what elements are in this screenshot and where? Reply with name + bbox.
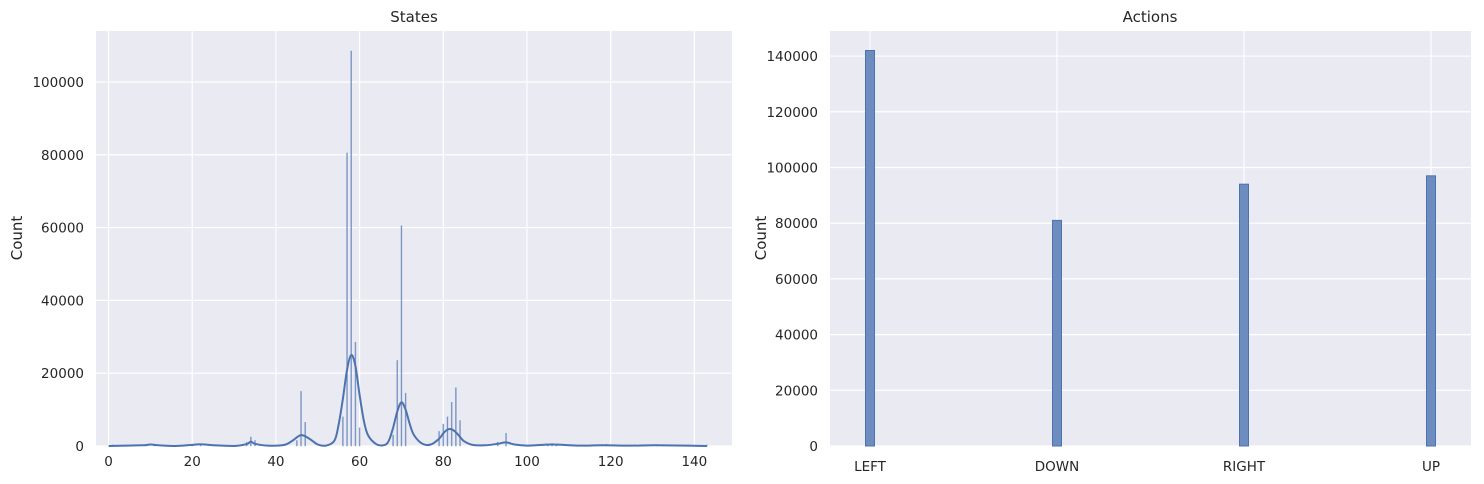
states-hist-bar: [354, 341, 357, 447]
states-hist-bar: [300, 391, 302, 447]
states-hist-bar: [400, 225, 403, 447]
states-hist-bar: [459, 420, 461, 447]
states-hist-bar: [404, 392, 407, 447]
states-y-tick-label: 40000: [41, 293, 84, 309]
states-ylabel: Count: [8, 216, 26, 261]
actions-x-tick-label: UP: [1422, 459, 1440, 475]
states-hist-bar: [446, 416, 449, 447]
states-hist-bar: [450, 402, 453, 447]
actions-bar-left: [865, 49, 875, 447]
states-hist-bar: [396, 360, 399, 447]
states-x-tick-label: 20: [184, 454, 201, 470]
states-hist-bar: [505, 432, 507, 447]
actions-bar-up: [1426, 175, 1436, 447]
states-x-tick-label: 0: [104, 454, 113, 470]
states-hist-bar: [342, 416, 344, 447]
actions-bar-down: [1052, 219, 1062, 447]
states-hist-bar: [455, 387, 457, 447]
actions-y-tick-label: 140000: [766, 49, 818, 65]
states-y-tick-label: 100000: [32, 75, 84, 91]
states-hist-bar: [350, 50, 352, 447]
actions-y-tick-label: 0: [809, 439, 818, 455]
states-y-tick-label: 20000: [41, 366, 84, 382]
actions-ylabel: Count: [752, 216, 770, 261]
actions-bar-right: [1239, 183, 1249, 447]
states-title: States: [390, 8, 438, 26]
states-y-tick-label: 0: [75, 439, 84, 455]
actions-x-tick-label: LEFT: [854, 459, 887, 475]
states-x-tick-label: 80: [435, 454, 452, 470]
actions-x-tick-label: RIGHT: [1223, 459, 1266, 475]
actions-y-tick-label: 100000: [766, 160, 818, 176]
states-x-tick-label: 60: [351, 454, 368, 470]
states-hist-bar: [358, 427, 361, 447]
states-hist-bar: [346, 152, 348, 447]
states-kde-curve: [108, 353, 707, 448]
actions-y-tick-label: 80000: [775, 216, 818, 232]
actions-chart: LEFT DOWN RIGHT UP 0 20000 40000 60000 80000 100…: [752, 8, 1471, 475]
states-hist-bar: [296, 440, 298, 447]
actions-y-tick-label: 20000: [775, 383, 818, 399]
states-x-tick-label: 40: [267, 454, 284, 470]
states-chart: 0 20 40 60 80 100 120 140 0 20000 40000 60000 80000…: [8, 8, 732, 470]
states-x-tick-label: 120: [598, 454, 624, 470]
states-x-tick-label: 140: [681, 454, 707, 470]
actions-plot-area: [830, 31, 1471, 446]
actions-y-tick-label: 60000: [775, 272, 818, 288]
states-hist-bar: [304, 422, 306, 447]
actions-y-tick-label: 40000: [775, 328, 818, 344]
states-y-tick-label: 60000: [41, 221, 84, 237]
states-hist-bar: [392, 434, 394, 447]
states-plot-area: [96, 31, 732, 446]
states-y-tick-label: 80000: [41, 148, 84, 164]
actions-title: Actions: [1123, 8, 1178, 26]
actions-x-tick-label: DOWN: [1035, 459, 1079, 475]
states-x-tick-label: 100: [514, 454, 540, 470]
actions-y-tick-label: 120000: [766, 105, 818, 121]
